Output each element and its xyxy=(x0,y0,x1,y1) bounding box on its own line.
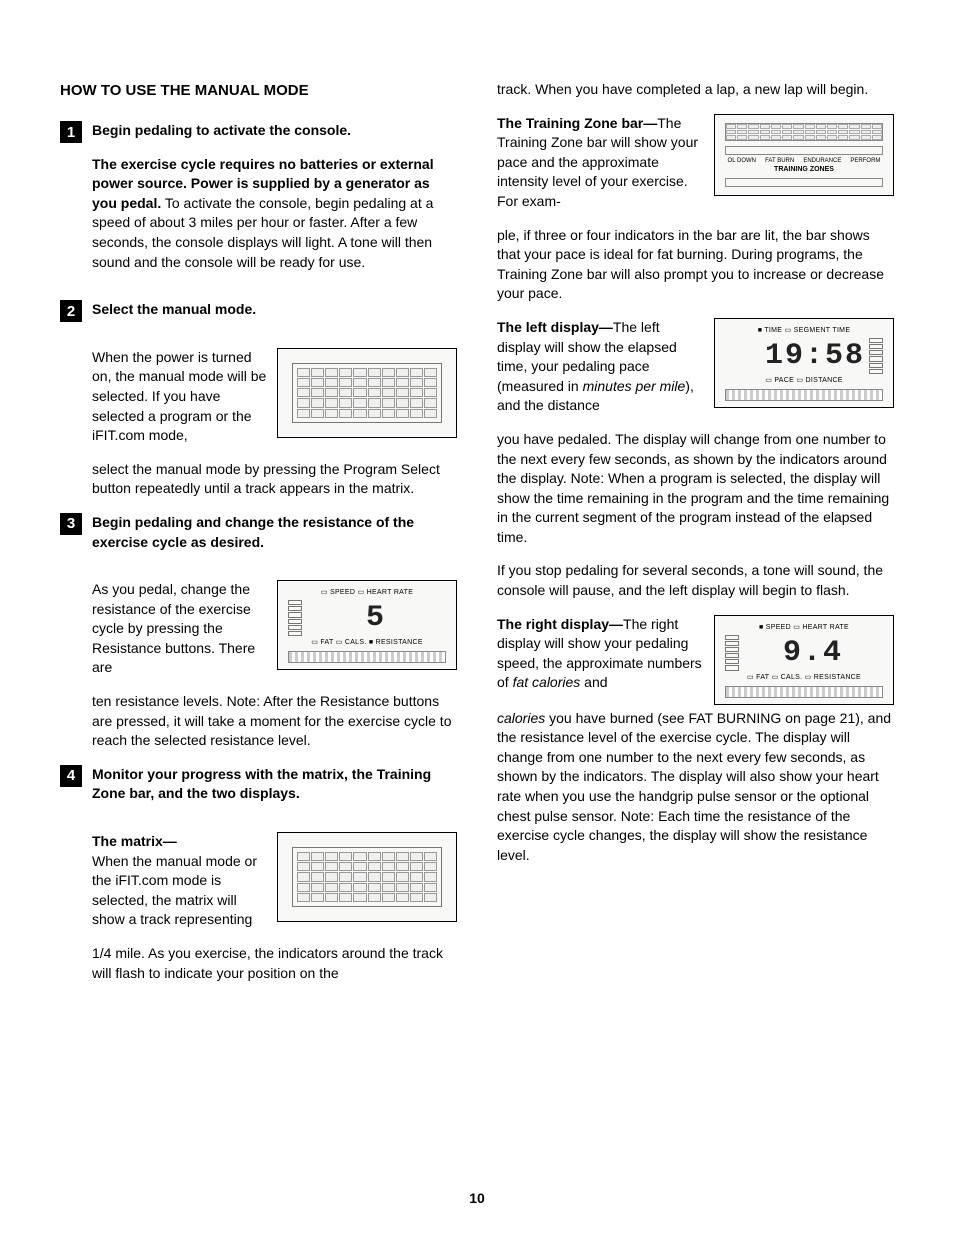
resistance-display-figure: ▭ SPEED ▭ HEART RATE 5 ▭ FAT ▭ CALS. ■ R… xyxy=(277,580,457,670)
step-3: 3 Begin pedaling and change the resistan… xyxy=(60,513,457,566)
two-columns: HOW TO USE THE MANUAL MODE 1 Begin pedal… xyxy=(60,80,894,997)
manual-page: HOW TO USE THE MANUAL MODE 1 Begin pedal… xyxy=(0,0,954,1239)
step-4-title: Monitor your progress with the matrix, t… xyxy=(92,765,457,804)
right-display-block: ■ SPEED ▭ HEART RATE 9.4 ▭ FAT ▭ CALS. ▭… xyxy=(497,615,894,880)
right-column: track. When you have completed a lap, a … xyxy=(497,80,894,997)
left-column: HOW TO USE THE MANUAL MODE 1 Begin pedal… xyxy=(60,80,457,997)
step-2-title: Select the manual mode. xyxy=(92,300,457,320)
tz-p2: ple, if three or four indicators in the … xyxy=(497,226,894,304)
step-1-number: 1 xyxy=(60,121,82,143)
step-2-number: 2 xyxy=(60,300,82,322)
matrix-grid xyxy=(292,363,442,423)
step-3-title: Begin pedaling and change the resistance… xyxy=(92,513,457,552)
tz-title: TRAINING ZONES xyxy=(721,165,887,175)
page-number: 10 xyxy=(0,1189,954,1209)
right-display-p2: calories you have burned (see FAT BURNIN… xyxy=(497,709,894,866)
lcd-bars-icon xyxy=(725,635,739,671)
left-display-figure: ■ TIME ▭ SEGMENT TIME 19:58 ▭ PACE ▭ DIS… xyxy=(714,318,894,408)
lcd-bars-icon xyxy=(869,338,883,374)
step-1-body: The exercise cycle requires no batteries… xyxy=(92,155,457,273)
step-2-body: When the power is turned on, the manual … xyxy=(92,348,457,513)
step-3-p2: ten resistance levels. Note: After the R… xyxy=(92,692,457,751)
lcd-strip xyxy=(288,651,446,663)
step-4-body: The matrix—When the manual mode or the i… xyxy=(92,832,457,997)
lcd-bars-icon xyxy=(288,600,302,636)
step-3-body: ▭ SPEED ▭ HEART RATE 5 ▭ FAT ▭ CALS. ■ R… xyxy=(92,580,457,765)
tz-labels: OL DOWN FAT BURN ENDURANCE PERFORM xyxy=(721,157,887,165)
resistance-display-footer: ▭ FAT ▭ CALS. ■ RESISTANCE xyxy=(284,637,450,649)
left-display-header: ■ TIME ▭ SEGMENT TIME xyxy=(721,325,887,337)
pause-paragraph: If you stop pedaling for several seconds… xyxy=(497,561,894,600)
left-display-block: ■ TIME ▭ SEGMENT TIME 19:58 ▭ PACE ▭ DIS… xyxy=(497,318,894,562)
matrix-figure-1 xyxy=(277,348,457,438)
right-display-header: ■ SPEED ▭ HEART RATE xyxy=(721,622,887,634)
step-3-number: 3 xyxy=(60,513,82,535)
resistance-display-value: 5 xyxy=(306,603,446,633)
step-4-number: 4 xyxy=(60,765,82,787)
matrix-grid-2 xyxy=(292,847,442,907)
matrix-p2: 1/4 mile. As you exercise, the indicator… xyxy=(92,944,457,983)
step-1: 1 Begin pedaling to activate the console… xyxy=(60,121,457,286)
step-2: 2 Select the manual mode. xyxy=(60,300,457,334)
step-4: 4 Monitor your progress with the matrix,… xyxy=(60,765,457,818)
right-display-footer: ▭ FAT ▭ CALS. ▭ RESISTANCE xyxy=(721,672,887,684)
training-zone-block: OL DOWN FAT BURN ENDURANCE PERFORM TRAIN… xyxy=(497,114,894,318)
left-display-value: 19:58 xyxy=(765,341,865,371)
right-display-value: 9.4 xyxy=(743,638,883,668)
step-2-p2: select the manual mode by pressing the P… xyxy=(92,460,457,499)
step-1-title: Begin pedaling to activate the console. xyxy=(92,121,457,141)
continuation-top: track. When you have completed a lap, a … xyxy=(497,80,894,100)
tz-matrix-icon xyxy=(725,123,883,142)
left-display-p2: you have pedaled. The display will chang… xyxy=(497,430,894,548)
matrix-figure-2 xyxy=(277,832,457,922)
left-display-footer: ▭ PACE ▭ DISTANCE xyxy=(721,375,887,387)
resistance-display-header: ▭ SPEED ▭ HEART RATE xyxy=(284,587,450,599)
section-title: HOW TO USE THE MANUAL MODE xyxy=(60,80,457,101)
right-display-figure: ■ SPEED ▭ HEART RATE 9.4 ▭ FAT ▭ CALS. ▭… xyxy=(714,615,894,705)
training-zone-figure: OL DOWN FAT BURN ENDURANCE PERFORM TRAIN… xyxy=(714,114,894,196)
